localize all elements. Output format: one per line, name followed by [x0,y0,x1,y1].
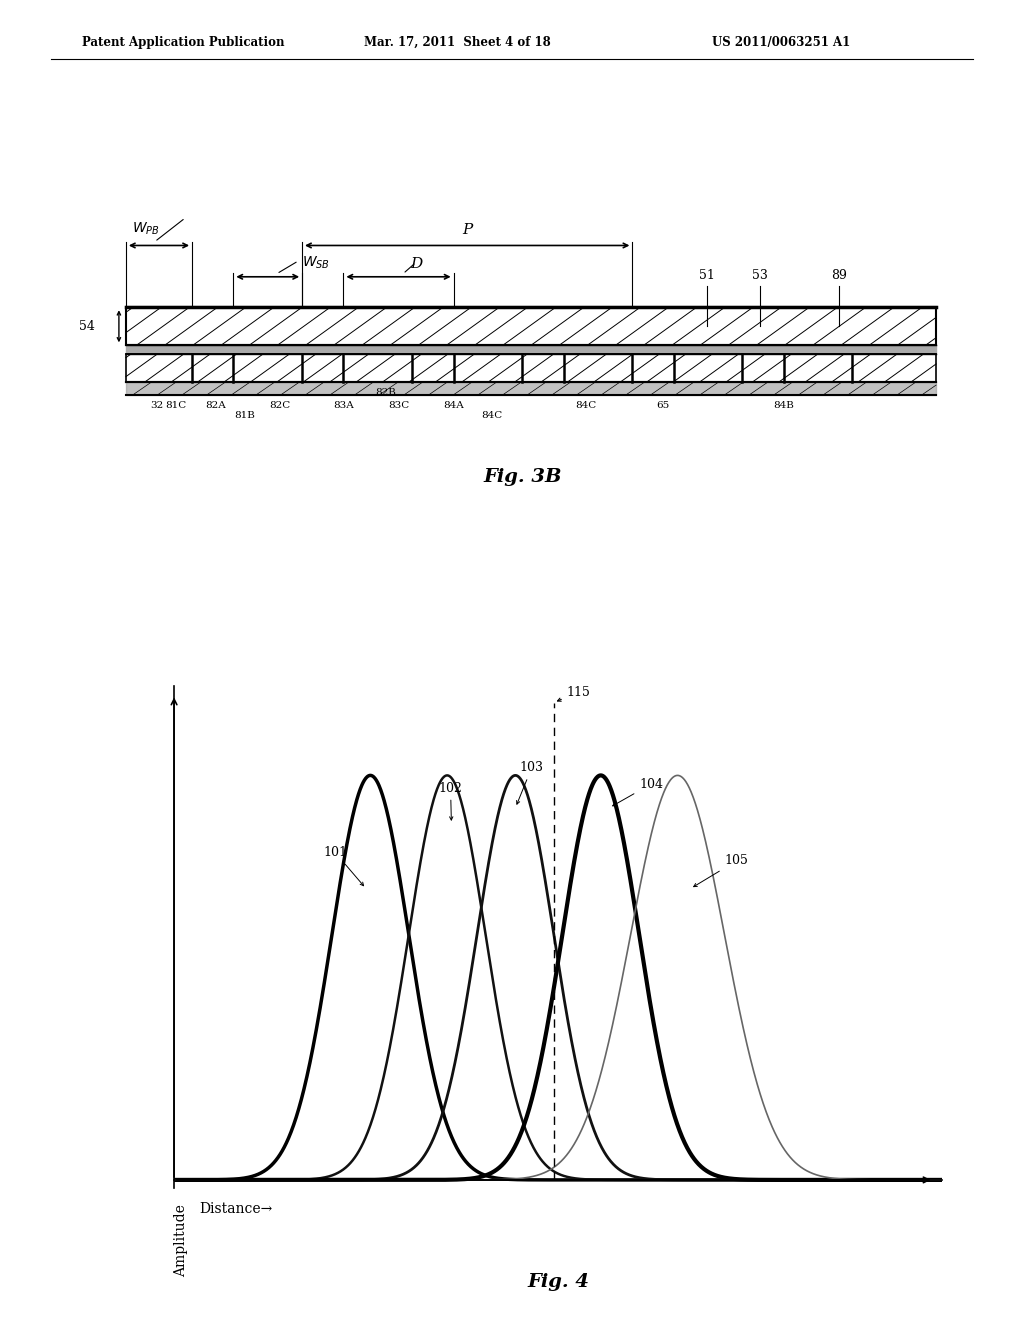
Polygon shape [126,308,936,346]
Text: D: D [410,257,422,271]
Text: Mar. 17, 2011  Sheet 4 of 18: Mar. 17, 2011 Sheet 4 of 18 [364,36,550,49]
Text: 65: 65 [656,400,670,409]
Text: 83A: 83A [333,400,354,409]
Text: 83C: 83C [388,400,410,409]
Text: 54: 54 [79,319,95,333]
Text: 81B: 81B [234,411,255,420]
Text: 101: 101 [324,846,364,886]
Polygon shape [126,354,936,381]
Text: 89: 89 [831,269,847,282]
Text: 104: 104 [612,777,664,805]
Text: 103: 103 [516,762,544,804]
Text: $W_{PB}$: $W_{PB}$ [132,220,160,236]
Text: 115: 115 [557,685,591,701]
Text: P: P [462,223,472,236]
Text: $W_{SB}$: $W_{SB}$ [302,255,330,271]
Text: 51: 51 [699,269,715,282]
Text: 84C: 84C [575,400,596,409]
Text: 53: 53 [752,269,768,282]
Text: 82C: 82C [269,400,291,409]
Text: 105: 105 [693,854,749,887]
Text: 82B: 82B [376,388,396,397]
Text: 84C: 84C [481,411,502,420]
Text: 102: 102 [438,781,463,820]
Text: 84A: 84A [443,400,464,409]
Text: US 2011/0063251 A1: US 2011/0063251 A1 [712,36,850,49]
Text: 84B: 84B [773,400,795,409]
Text: 81C: 81C [166,400,186,409]
Text: 32: 32 [151,400,164,409]
Text: Distance→: Distance→ [200,1203,273,1216]
Text: Patent Application Publication: Patent Application Publication [82,36,285,49]
Text: Fig. 4: Fig. 4 [527,1274,589,1291]
Text: Fig. 3B: Fig. 3B [483,467,561,486]
Text: Amplitude: Amplitude [174,1204,188,1276]
Text: 82A: 82A [206,400,226,409]
